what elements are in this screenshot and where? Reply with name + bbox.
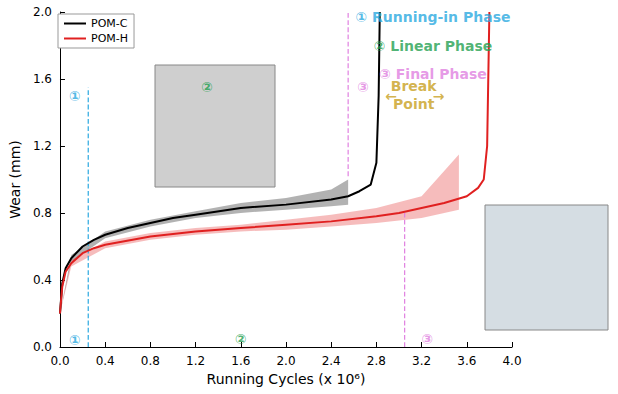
svg-text:3.2: 3.2 [412, 354, 431, 368]
svg-text:2.8: 2.8 [367, 354, 386, 368]
svg-text:0.8: 0.8 [141, 354, 160, 368]
svg-text:② Linear Phase: ② Linear Phase [374, 38, 493, 54]
svg-text:0.0: 0.0 [50, 354, 69, 368]
svg-text:1.6: 1.6 [231, 354, 250, 368]
svg-text:POM-H: POM-H [91, 32, 128, 45]
svg-text:2.0: 2.0 [276, 354, 295, 368]
svg-text:4.0: 4.0 [502, 354, 521, 368]
svg-text:②: ② [201, 79, 213, 95]
svg-text:1.2: 1.2 [186, 354, 205, 368]
svg-text:③: ③ [357, 79, 369, 95]
svg-text:0.8: 0.8 [33, 206, 52, 220]
svg-text:3.6: 3.6 [457, 354, 476, 368]
svg-text:→: → [433, 88, 445, 104]
svg-text:2.0: 2.0 [33, 5, 52, 19]
svg-text:① Running-in Phase: ① Running-in Phase [355, 9, 510, 25]
svg-text:②: ② [235, 331, 247, 347]
svg-text:①: ① [69, 88, 81, 104]
svg-text:POM-C: POM-C [91, 17, 128, 30]
svg-text:0.0: 0.0 [33, 340, 52, 354]
svg-text:2.4: 2.4 [322, 354, 341, 368]
svg-text:Point: Point [393, 96, 435, 112]
svg-text:③: ③ [421, 331, 433, 347]
svg-text:Running Cycles (x 10⁶): Running Cycles (x 10⁶) [207, 371, 366, 387]
svg-text:①: ① [69, 332, 81, 348]
svg-text:1.6: 1.6 [33, 72, 52, 86]
svg-text:0.4: 0.4 [96, 354, 115, 368]
svg-text:③ Final Phase: ③ Final Phase [379, 66, 487, 82]
svg-text:←: ← [385, 88, 397, 104]
svg-text:0.4: 0.4 [33, 273, 52, 287]
svg-text:Break: Break [391, 78, 438, 94]
svg-text:Wear (mm): Wear (mm) [7, 140, 23, 219]
svg-text:1.2: 1.2 [33, 139, 52, 153]
